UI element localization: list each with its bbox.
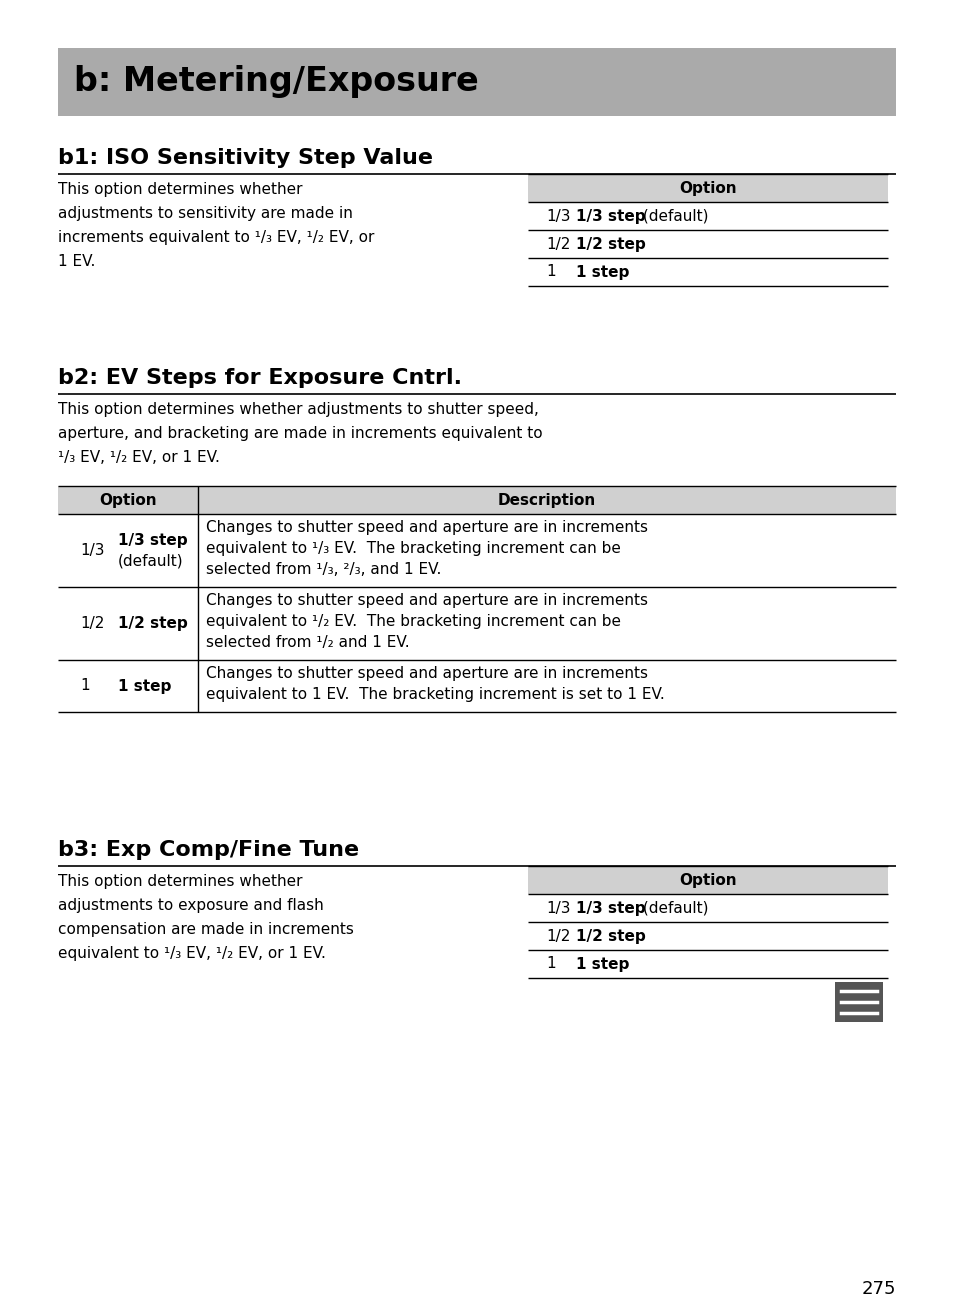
Text: 1/3 step: 1/3 step [576,209,645,223]
Text: selected from ¹/₂ and 1 EV.: selected from ¹/₂ and 1 EV. [206,635,409,650]
Text: b1: ISO Sensitivity Step Value: b1: ISO Sensitivity Step Value [58,148,433,168]
Text: 1: 1 [80,678,90,694]
Text: equivalent to ¹/₃ EV.  The bracketing increment can be: equivalent to ¹/₃ EV. The bracketing inc… [206,541,620,556]
Text: equivalent to ¹/₃ EV, ¹/₂ EV, or 1 EV.: equivalent to ¹/₃ EV, ¹/₂ EV, or 1 EV. [58,946,326,961]
Text: 1: 1 [545,264,555,280]
Text: Changes to shutter speed and aperture are in increments: Changes to shutter speed and aperture ar… [206,520,647,535]
Text: This option determines whether: This option determines whether [58,183,302,197]
Text: 1/3: 1/3 [545,209,570,223]
Text: increments equivalent to ¹/₃ EV, ¹/₂ EV, or: increments equivalent to ¹/₃ EV, ¹/₂ EV,… [58,230,374,244]
Text: Changes to shutter speed and aperture are in increments: Changes to shutter speed and aperture ar… [206,666,647,681]
Text: Description: Description [497,493,596,507]
Text: Changes to shutter speed and aperture are in increments: Changes to shutter speed and aperture ar… [206,593,647,608]
Text: equivalent to 1 EV.  The bracketing increment is set to 1 EV.: equivalent to 1 EV. The bracketing incre… [206,687,664,702]
Text: b3: Exp Comp/Fine Tune: b3: Exp Comp/Fine Tune [58,840,358,859]
Text: compensation are made in increments: compensation are made in increments [58,922,354,937]
Bar [58,486,895,514]
Text: Option: Option [679,180,736,196]
Text: selected from ¹/₃, ²/₃, and 1 EV.: selected from ¹/₃, ²/₃, and 1 EV. [206,562,441,577]
Bar [527,173,887,202]
Text: b: Metering/Exposure: b: Metering/Exposure [74,66,478,99]
Text: equivalent to ¹/₂ EV.  The bracketing increment can be: equivalent to ¹/₂ EV. The bracketing inc… [206,614,620,629]
Text: 1/2: 1/2 [80,616,104,631]
Text: 1/2 step: 1/2 step [576,929,645,943]
Text: adjustments to sensitivity are made in: adjustments to sensitivity are made in [58,206,353,221]
Text: 1/3 step: 1/3 step [118,532,188,548]
Text: This option determines whether: This option determines whether [58,874,302,890]
Text: Option: Option [679,872,736,887]
Text: 1/2 step: 1/2 step [118,616,188,631]
Text: adjustments to exposure and flash: adjustments to exposure and flash [58,897,323,913]
Text: 1 step: 1 step [576,957,629,971]
Text: 1: 1 [545,957,555,971]
Text: 1/3: 1/3 [545,900,570,916]
Text: b2: EV Steps for Exposure Cntrl.: b2: EV Steps for Exposure Cntrl. [58,368,461,388]
Bar [834,982,882,1022]
Text: (default): (default) [638,209,708,223]
Text: ¹/₃ EV, ¹/₂ EV, or 1 EV.: ¹/₃ EV, ¹/₂ EV, or 1 EV. [58,449,219,465]
Text: Option: Option [99,493,156,507]
Text: This option determines whether adjustments to shutter speed,: This option determines whether adjustmen… [58,402,538,417]
Text: 1/2: 1/2 [545,929,570,943]
Text: (default): (default) [638,900,708,916]
Bar [527,866,887,894]
Text: 275: 275 [861,1280,895,1298]
Text: 1 EV.: 1 EV. [58,254,95,269]
Text: 1 step: 1 step [576,264,629,280]
Bar [58,49,895,116]
Text: 1/3: 1/3 [80,543,105,558]
Text: 1 step: 1 step [118,678,172,694]
Text: aperture, and bracketing are made in increments equivalent to: aperture, and bracketing are made in inc… [58,426,542,442]
Text: (default): (default) [118,553,183,569]
Text: 1/2 step: 1/2 step [576,237,645,251]
Text: 1/3 step: 1/3 step [576,900,645,916]
Text: 1/2: 1/2 [545,237,570,251]
